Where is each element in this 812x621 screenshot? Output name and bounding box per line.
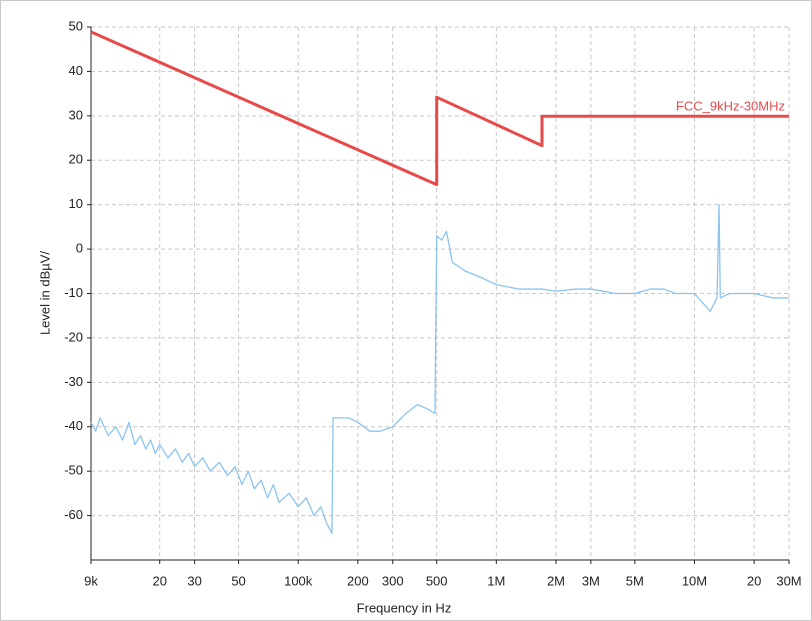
y-tick-label: 20 xyxy=(69,152,83,167)
x-tick-label: 2M xyxy=(547,573,565,588)
x-axis-label: Frequency in Hz xyxy=(357,600,452,615)
x-tick-label: 9k xyxy=(84,573,98,588)
x-tick-label: 200 xyxy=(347,573,369,588)
x-tick-label: 20 xyxy=(747,573,761,588)
y-tick-label: -20 xyxy=(64,329,83,344)
x-tick-label: 50 xyxy=(231,573,245,588)
x-tick-label: 30 xyxy=(187,573,201,588)
x-tick-label: 20 xyxy=(152,573,166,588)
y-tick-label: -60 xyxy=(64,507,83,522)
y-tick-label: -50 xyxy=(64,463,83,478)
x-tick-label: 10M xyxy=(682,573,707,588)
series-line xyxy=(90,30,789,187)
y-tick-label: -30 xyxy=(64,374,83,389)
y-tick-label: 40 xyxy=(69,63,83,78)
y-tick-label: 50 xyxy=(69,18,83,33)
y-tick-label: -10 xyxy=(64,285,83,300)
y-tick-label: 30 xyxy=(69,107,83,122)
x-tick-label: 5M xyxy=(626,573,644,588)
x-tick-label: 500 xyxy=(426,573,448,588)
y-tick-label: 0 xyxy=(76,241,83,256)
legend-label: FCC_9kHz-30MHz xyxy=(676,99,785,114)
x-tick-label: 30M xyxy=(776,573,801,588)
y-axis-label: Level in dBµV/ xyxy=(37,251,52,335)
y-tick-label: -40 xyxy=(64,418,83,433)
x-tick-label: 3M xyxy=(582,573,600,588)
x-tick-label: 300 xyxy=(382,573,404,588)
x-tick-label: 100k xyxy=(284,573,313,588)
x-tick-label: 1M xyxy=(487,573,505,588)
series-line xyxy=(90,204,789,534)
y-tick-label: 10 xyxy=(69,196,83,211)
